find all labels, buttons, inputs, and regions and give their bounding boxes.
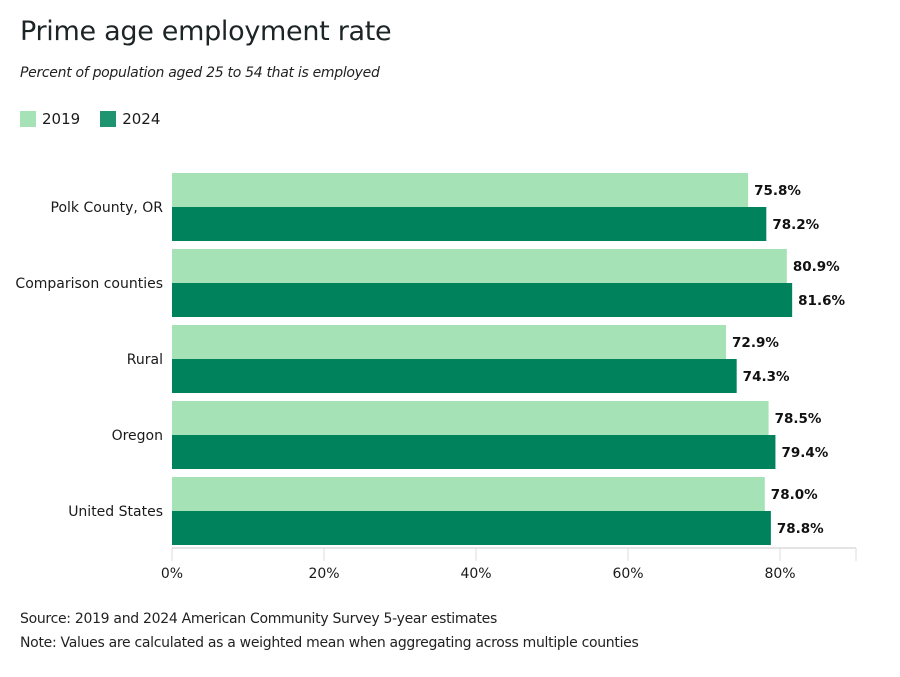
category-label: Comparison counties	[15, 276, 163, 292]
data-label-2019: 78.5%	[775, 411, 822, 427]
legend-label-2019: 2019	[42, 110, 81, 128]
bar-2024	[172, 207, 767, 241]
bar-chart: Polk County, OR 75.8% 78.2% Comparison coun…	[15, 173, 857, 582]
data-label-2019: 80.9%	[793, 259, 840, 275]
data-label-2019: 72.9%	[732, 335, 779, 351]
x-tick-label: 60%	[612, 566, 643, 582]
bar-2024	[172, 283, 793, 317]
bar-2019	[172, 401, 769, 435]
data-label-2024: 79.4%	[781, 445, 828, 461]
x-tick-label: 0%	[161, 566, 183, 582]
x-tick-label: 80%	[764, 566, 795, 582]
bar-2024	[172, 359, 737, 393]
bar-2019	[172, 477, 765, 511]
data-label-2024: 81.6%	[798, 293, 845, 309]
source-note: Source: 2019 and 2024 American Community…	[20, 611, 497, 627]
bar-2024	[172, 435, 776, 469]
data-label-2024: 78.2%	[772, 217, 819, 233]
category-label: Oregon	[112, 428, 163, 444]
bar-2019	[172, 325, 727, 359]
bar-2024	[172, 511, 771, 545]
data-label-2019: 78.0%	[771, 487, 818, 503]
legend-item-2019: 2019	[20, 110, 80, 128]
x-tick-label: 40%	[460, 566, 491, 582]
data-label-2019: 75.8%	[754, 183, 801, 199]
legend-swatch-2019	[20, 111, 36, 127]
category-label: United States	[68, 504, 163, 520]
data-label-2024: 78.8%	[777, 521, 824, 537]
category-label: Polk County, OR	[51, 200, 164, 216]
bar-2019	[172, 249, 787, 283]
legend-label-2024: 2024	[122, 110, 161, 128]
legend-item-2024: 2024	[100, 110, 160, 128]
legend: 2019 2024	[20, 110, 180, 128]
methodology-note: Note: Values are calculated as a weighte…	[20, 635, 639, 651]
legend-swatch-2024	[100, 111, 117, 127]
bar-2019	[172, 173, 749, 207]
chart-subtitle: Percent of population aged 25 to 54 that…	[20, 65, 380, 81]
chart-title: Prime age employment rate	[20, 16, 392, 47]
data-label-2024: 74.3%	[743, 369, 790, 385]
category-label: Rural	[127, 352, 163, 368]
x-tick-label: 20%	[308, 566, 339, 582]
